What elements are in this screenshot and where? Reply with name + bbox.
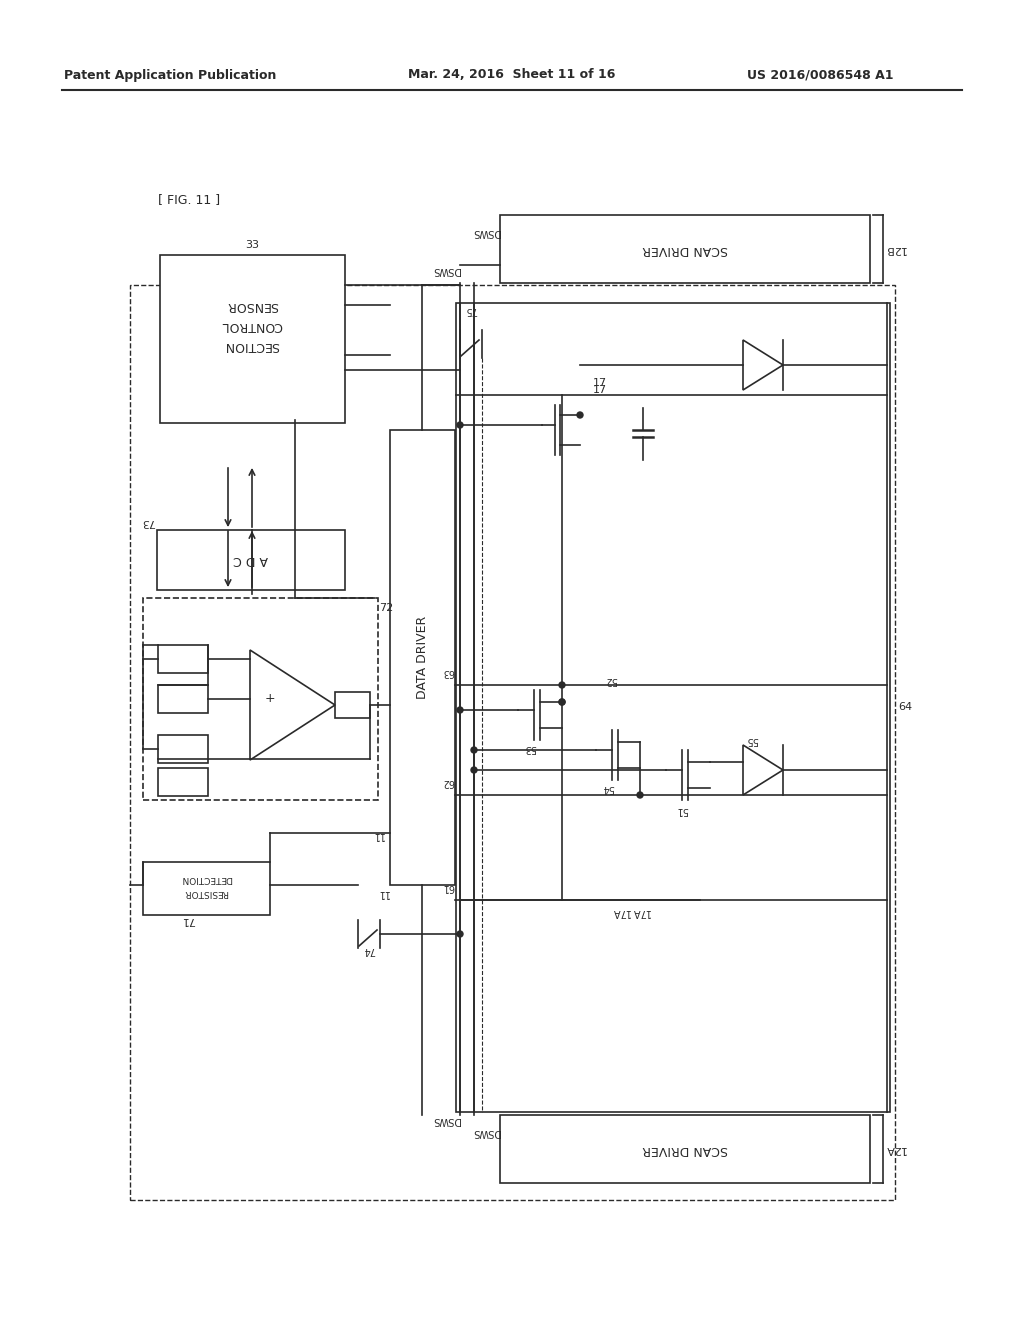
Circle shape (457, 422, 463, 428)
Text: 17: 17 (593, 385, 607, 395)
Text: 72: 72 (379, 603, 393, 612)
Circle shape (559, 700, 565, 705)
Text: WS: WS (473, 227, 488, 238)
Circle shape (471, 747, 477, 752)
Bar (160, 255, 345, 422)
Text: 73: 73 (141, 517, 155, 527)
Text: Patent Application Publication: Patent Application Publication (63, 69, 276, 82)
Text: SECTION: SECTION (224, 338, 280, 351)
Text: 33: 33 (245, 240, 259, 249)
Text: DETECTION: DETECTION (180, 874, 231, 883)
Circle shape (559, 700, 565, 705)
Text: 53: 53 (524, 743, 537, 752)
Bar (157, 531, 345, 590)
Bar (130, 285, 895, 1200)
Bar (158, 685, 208, 713)
Circle shape (637, 792, 643, 799)
Bar (158, 645, 208, 673)
Text: WS: WS (433, 1115, 449, 1125)
Text: DATA DRIVER: DATA DRIVER (416, 615, 428, 698)
Text: 63: 63 (442, 667, 454, 677)
Bar (500, 1115, 870, 1183)
Text: RESISTOR: RESISTOR (183, 888, 228, 898)
Text: 64: 64 (898, 702, 912, 711)
Circle shape (471, 767, 477, 774)
Text: WS: WS (433, 265, 449, 275)
Bar (143, 598, 378, 800)
Circle shape (457, 708, 463, 713)
Text: SCAN DRIVER: SCAN DRIVER (642, 243, 728, 256)
Text: 11: 11 (372, 830, 384, 840)
Text: 61: 61 (442, 882, 454, 892)
Text: DS: DS (446, 1115, 460, 1125)
Text: 12A: 12A (884, 1144, 906, 1154)
Text: 51: 51 (676, 805, 688, 814)
Text: US 2016/0086548 A1: US 2016/0086548 A1 (746, 69, 893, 82)
Text: DS: DS (446, 265, 460, 275)
Circle shape (577, 412, 583, 418)
Text: SCAN DRIVER: SCAN DRIVER (642, 1143, 728, 1155)
Bar (456, 304, 890, 1111)
Bar (390, 430, 455, 884)
Circle shape (457, 931, 463, 937)
Bar (143, 862, 270, 915)
Text: Mar. 24, 2016  Sheet 11 of 16: Mar. 24, 2016 Sheet 11 of 16 (409, 69, 615, 82)
Text: [ FIG. 11 ]: [ FIG. 11 ] (158, 194, 220, 206)
Text: DS: DS (486, 1127, 500, 1137)
Bar (158, 768, 208, 796)
Text: +: + (264, 692, 275, 705)
Text: A D C: A D C (233, 553, 268, 566)
Text: 17A: 17A (610, 907, 630, 917)
Text: 11: 11 (377, 888, 389, 898)
Text: 52: 52 (605, 675, 617, 685)
Bar (158, 735, 208, 763)
Text: 75: 75 (465, 305, 477, 315)
Circle shape (559, 682, 565, 688)
Text: 55: 55 (745, 735, 758, 744)
Text: 17: 17 (593, 378, 607, 388)
Text: WS: WS (473, 1127, 488, 1137)
Text: 12B: 12B (884, 244, 906, 253)
Text: CONTROL: CONTROL (221, 318, 283, 331)
Text: 17A: 17A (631, 907, 649, 917)
Text: 62: 62 (441, 777, 455, 787)
Text: 54: 54 (602, 783, 614, 793)
Bar (500, 215, 870, 282)
Text: SENSOR: SENSOR (226, 298, 278, 312)
Text: 74: 74 (362, 945, 375, 954)
Bar (335, 692, 370, 718)
Text: DS: DS (486, 227, 500, 238)
Text: 71: 71 (181, 915, 195, 925)
